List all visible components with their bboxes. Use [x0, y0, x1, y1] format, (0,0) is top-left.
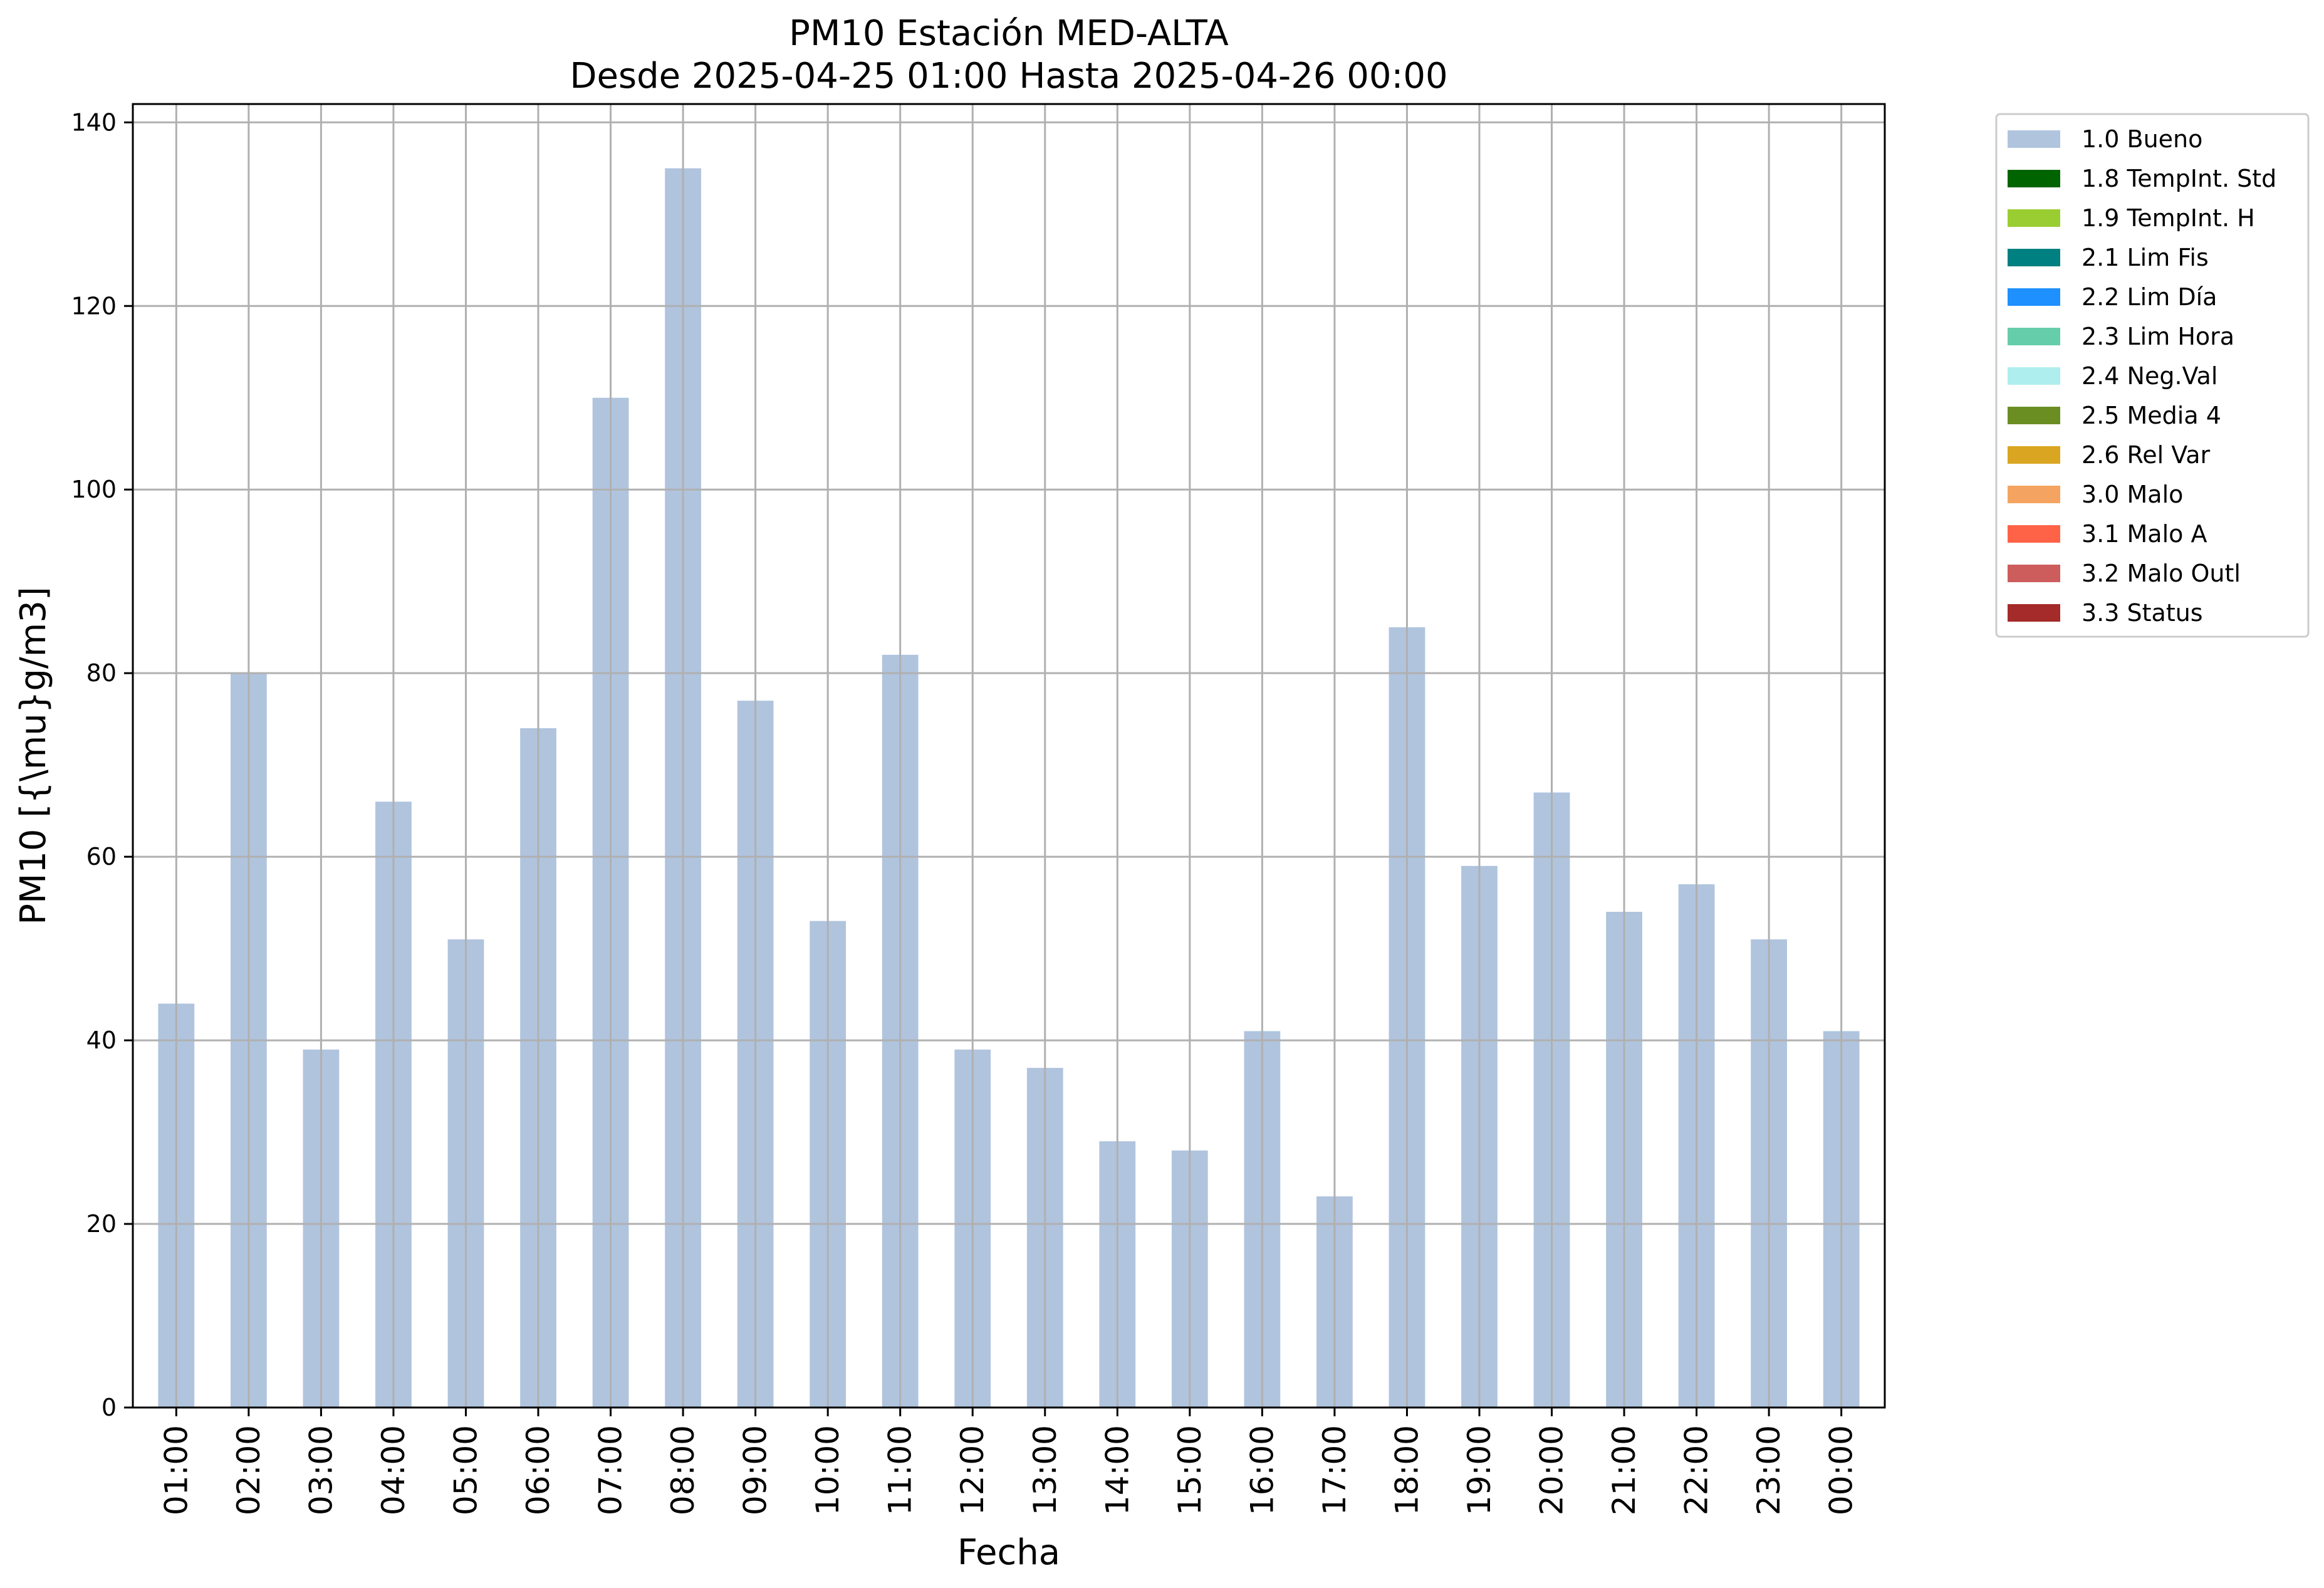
x-tick-label: 16:00	[1244, 1425, 1280, 1515]
x-tick-label: 01:00	[158, 1425, 194, 1515]
legend-swatch	[2008, 209, 2060, 227]
legend-swatch	[2008, 249, 2060, 266]
x-tick-label: 21:00	[1606, 1425, 1642, 1515]
plot-frame	[132, 103, 1886, 1409]
x-tick-label: 19:00	[1461, 1425, 1498, 1515]
legend-label: 3.2 Malo Outl	[2082, 560, 2241, 587]
legend-swatch	[2008, 604, 2060, 622]
x-tick-label: 13:00	[1027, 1425, 1063, 1515]
legend-label: 2.1 Lim Fis	[2082, 244, 2209, 271]
chart-title-line1: PM10 Estación MED-ALTA	[789, 13, 1229, 54]
legend-swatch	[2008, 130, 2060, 148]
y-tick-label: 80	[86, 659, 117, 687]
legend-swatch	[2008, 525, 2060, 543]
x-tick-label: 14:00	[1099, 1425, 1135, 1515]
legend-swatch	[2008, 328, 2060, 345]
x-tick-label: 02:00	[231, 1425, 267, 1515]
legend-label: 1.0 Bueno	[2082, 125, 2202, 153]
legend-swatch	[2008, 407, 2060, 424]
legend-swatch	[2008, 486, 2060, 503]
x-tick-label: 08:00	[665, 1425, 701, 1515]
x-tick-label: 03:00	[303, 1425, 339, 1515]
x-tick-label: 07:00	[593, 1425, 629, 1515]
x-axis-label: Fecha	[957, 1532, 1060, 1573]
legend-label: 2.6 Rel Var	[2082, 441, 2211, 469]
x-tick-label: 22:00	[1679, 1425, 1715, 1515]
y-tick-label: 100	[71, 476, 117, 503]
x-tick-label: 06:00	[520, 1425, 556, 1515]
legend-swatch	[2008, 446, 2060, 464]
x-tick-label: 00:00	[1823, 1425, 1860, 1515]
x-tick-label: 10:00	[810, 1425, 846, 1515]
x-tick-label: 18:00	[1389, 1425, 1425, 1515]
legend-label: 3.0 Malo	[2082, 481, 2183, 508]
legend-label: 2.5 Media 4	[2082, 402, 2221, 429]
bars	[158, 168, 1860, 1408]
legend-swatch	[2008, 367, 2060, 385]
x-tick-label: 15:00	[1172, 1425, 1208, 1515]
y-tick-label: 60	[86, 843, 117, 870]
y-tick-label: 40	[86, 1026, 117, 1054]
legend-swatch	[2008, 170, 2060, 187]
legend-label: 2.3 Lim Hora	[2082, 323, 2234, 350]
x-tick-label: 20:00	[1534, 1425, 1570, 1515]
x-tick-label: 23:00	[1751, 1425, 1787, 1515]
y-axis-ticks: 0 20 40 60 80 100 120 140	[71, 108, 133, 1421]
y-tick-label: 140	[71, 108, 117, 136]
x-tick-label: 11:00	[882, 1425, 919, 1515]
legend-swatch	[2008, 565, 2060, 582]
legend-label: 3.3 Status	[2082, 599, 2203, 627]
x-axis-ticks: 01:00 02:00 03:00 04:00 05:00 06:00 07:00 08:00…	[158, 1408, 1860, 1515]
x-tick-label: 05:00	[447, 1425, 484, 1515]
legend-frame	[1995, 113, 2310, 638]
y-tick-label: 20	[86, 1210, 117, 1238]
chart-title-line2: Desde 2025-04-25 01:00 Hasta 2025-04-26 …	[570, 56, 1447, 97]
x-tick-label: 17:00	[1316, 1425, 1353, 1515]
legend-label: 1.8 TempInt. Std	[2082, 165, 2276, 192]
legend: 1.0 Bueno 1.8 TempInt. Std 1.9 TempInt. H 2…	[1995, 113, 2310, 638]
x-tick-label: 09:00	[737, 1425, 774, 1515]
x-tick-label: 12:00	[954, 1425, 991, 1515]
y-tick-label: 120	[71, 292, 117, 320]
legend-label: 3.1 Malo A	[2082, 520, 2207, 548]
x-tick-label: 04:00	[375, 1425, 412, 1515]
y-tick-label: 0	[102, 1394, 117, 1421]
legend-label: 2.4 Neg.Val	[2082, 362, 2217, 390]
legend-label: 2.2 Lim Día	[2082, 283, 2217, 311]
legend-swatch	[2008, 288, 2060, 306]
y-axis-label: PM10 [{\mu}g/m3]	[13, 587, 54, 925]
legend-label: 1.9 TempInt. H	[2082, 204, 2255, 232]
